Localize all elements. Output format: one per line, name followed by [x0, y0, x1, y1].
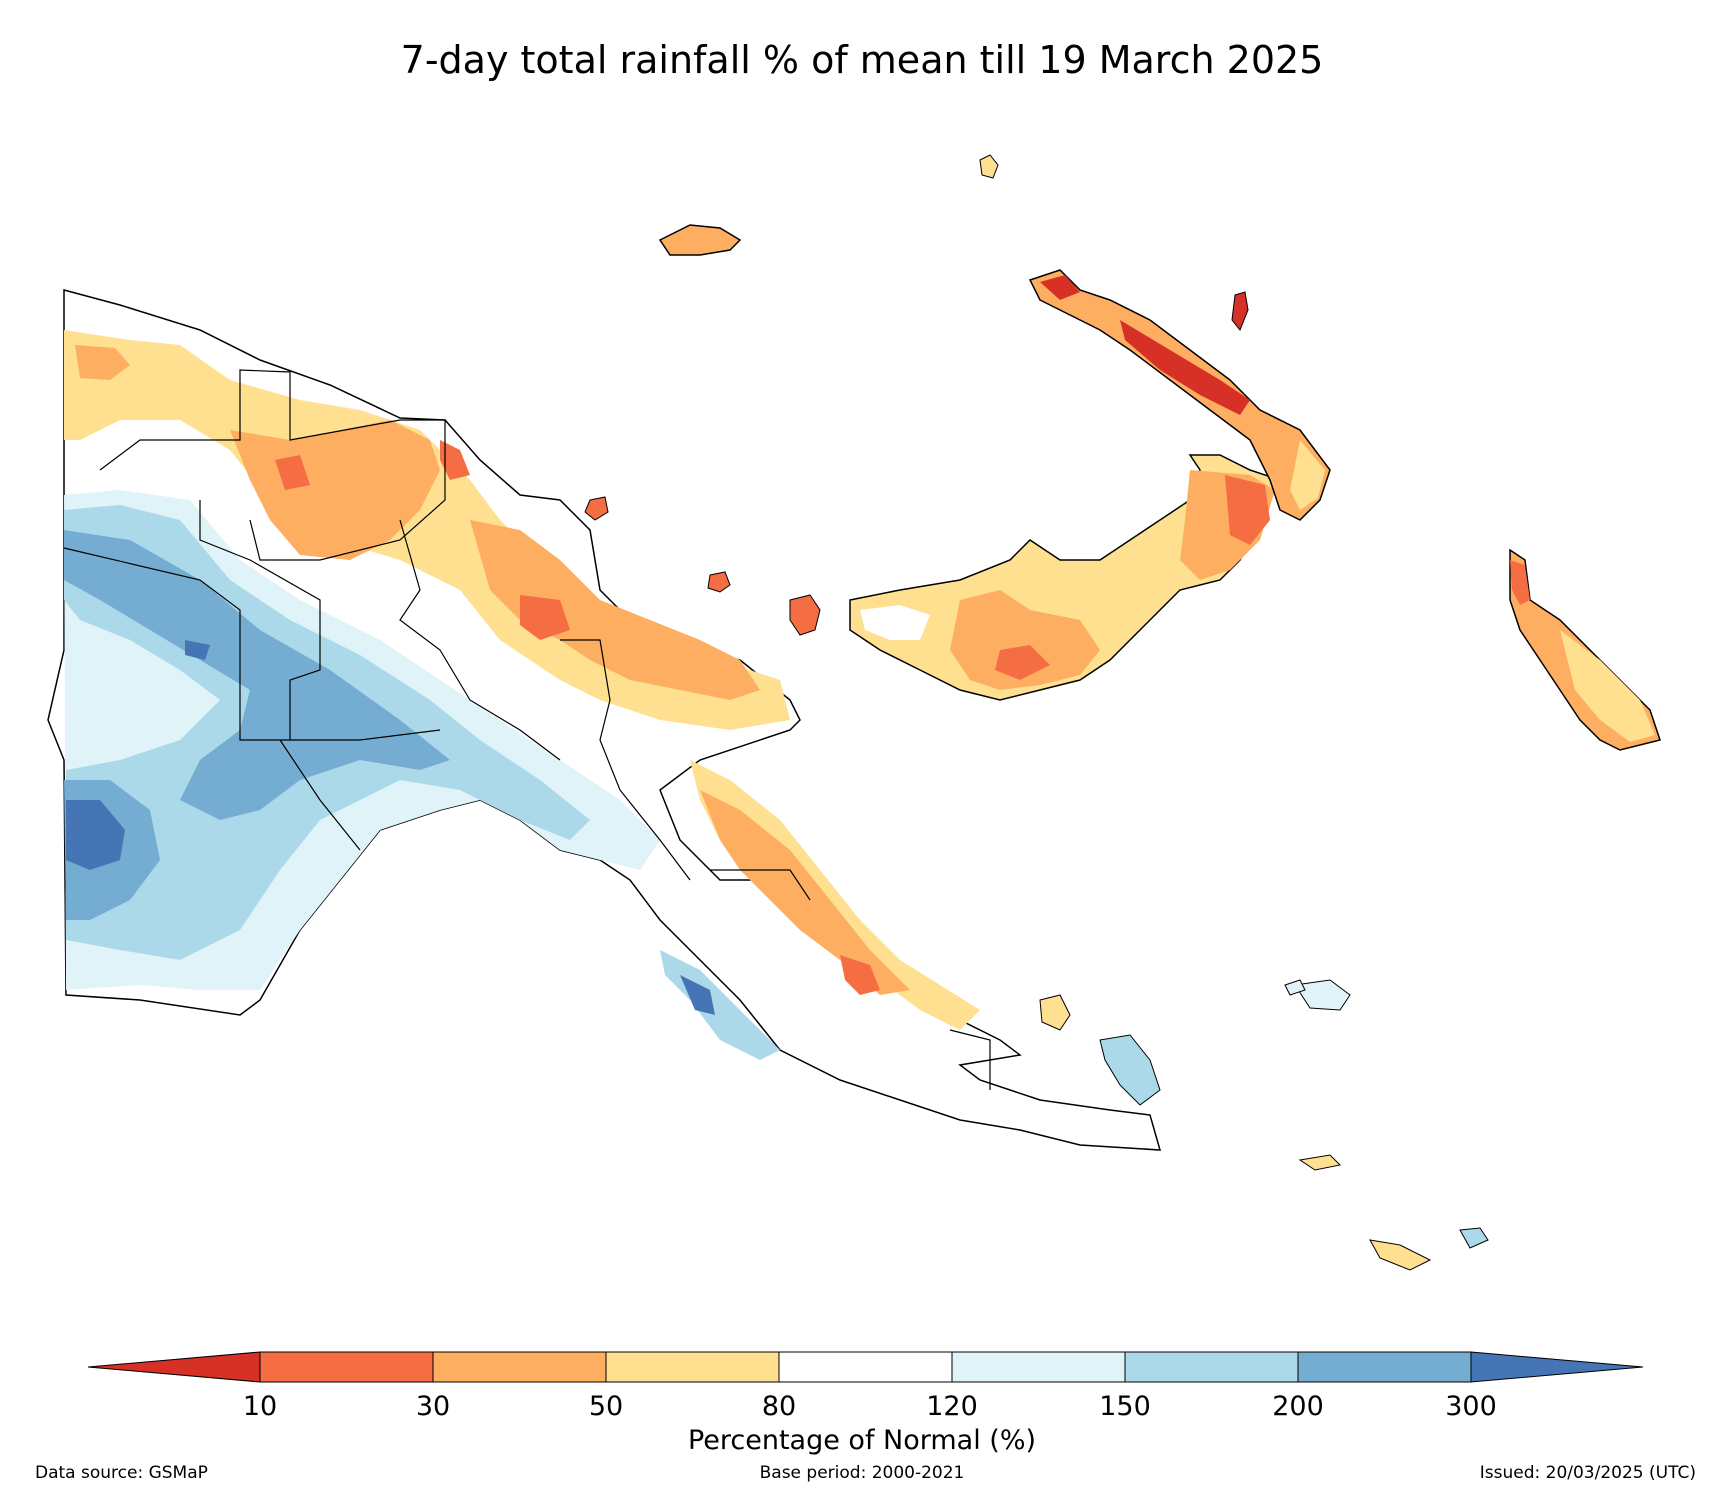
new-britain-white-west	[860, 605, 930, 640]
island-karkar	[789, 594, 821, 636]
colorbar-tick-label: 120	[926, 1391, 978, 1422]
colorbar-tick-label: 30	[416, 1391, 450, 1422]
manus-island	[658, 224, 742, 256]
island-northeast-1	[979, 154, 999, 179]
new-ireland-red-west	[1040, 275, 1080, 300]
new-britain-red-core	[995, 645, 1050, 680]
region-200-southeast-coast	[660, 950, 780, 1060]
island-vitu	[584, 496, 609, 521]
colorbar-segment	[605, 1351, 780, 1383]
colorbar-segment	[432, 1351, 607, 1383]
region-80-northwest	[64, 330, 790, 730]
region-300-southeast-coast	[680, 975, 715, 1015]
new-britain-east-red	[1225, 475, 1270, 545]
colorbar-label: Percentage of Normal (%)	[688, 1425, 1036, 1456]
island-dentrecasteaux-1	[1039, 994, 1071, 1031]
colorbar-tick-label: 10	[243, 1391, 277, 1422]
colorbar-segment	[1124, 1351, 1299, 1383]
base-period: Base period: 2000-2021	[759, 1463, 965, 1483]
rainfall-map	[47, 154, 1661, 1271]
new-ireland-red	[1120, 320, 1250, 415]
region-50-northwest	[75, 345, 130, 380]
colorbar-segment	[259, 1351, 434, 1383]
region-50-north-2	[470, 520, 760, 700]
bougainville-yellow	[1560, 630, 1655, 742]
region-50-north-1	[230, 420, 440, 560]
region-300-southwest	[64, 530, 450, 820]
colorbar-segment	[951, 1351, 1126, 1383]
island-woodlark	[1284, 979, 1306, 996]
region-above300-central	[185, 640, 210, 660]
colorbar-tick-label: 300	[1445, 1391, 1497, 1422]
map-title: 7-day total rainfall % of mean till 19 M…	[400, 38, 1324, 82]
island-louisiade-1	[1298, 1154, 1342, 1171]
island-louisiade-2	[1369, 1239, 1432, 1271]
region-above300-south	[66, 800, 125, 870]
new-ireland	[1028, 269, 1331, 521]
region-30-north	[275, 455, 310, 490]
colorbar-tick-label: 200	[1272, 1391, 1324, 1422]
province-borders	[63, 369, 991, 1090]
bougainville-red	[1510, 560, 1530, 605]
colorbar-tick-label: 80	[762, 1391, 796, 1422]
island-rossel	[1459, 1227, 1489, 1249]
colorbar-segment	[1297, 1351, 1472, 1383]
colorbar-extend-high	[1470, 1351, 1644, 1383]
region-30-southeast	[840, 955, 880, 995]
new-ireland-south	[1290, 440, 1325, 510]
data-source: Data source: GSMaP	[35, 1463, 208, 1483]
colorbar-extend-low	[87, 1351, 261, 1383]
region-30-north-coast	[440, 440, 470, 480]
issued-date: Issued: 20/03/2025 (UTC)	[1479, 1463, 1696, 1483]
island-long	[707, 571, 731, 593]
island-dentrecasteaux-2	[1099, 1034, 1161, 1106]
island-buka	[1231, 291, 1249, 331]
region-30-north-2	[520, 595, 570, 640]
colorbar-segment	[778, 1351, 953, 1383]
new-britain-orange	[950, 590, 1100, 690]
colorbar-tick-label: 50	[589, 1391, 623, 1422]
island-trobriand	[1294, 979, 1351, 1011]
colorbar-tick-label: 150	[1099, 1391, 1151, 1422]
region-80-southeast	[690, 760, 980, 1030]
